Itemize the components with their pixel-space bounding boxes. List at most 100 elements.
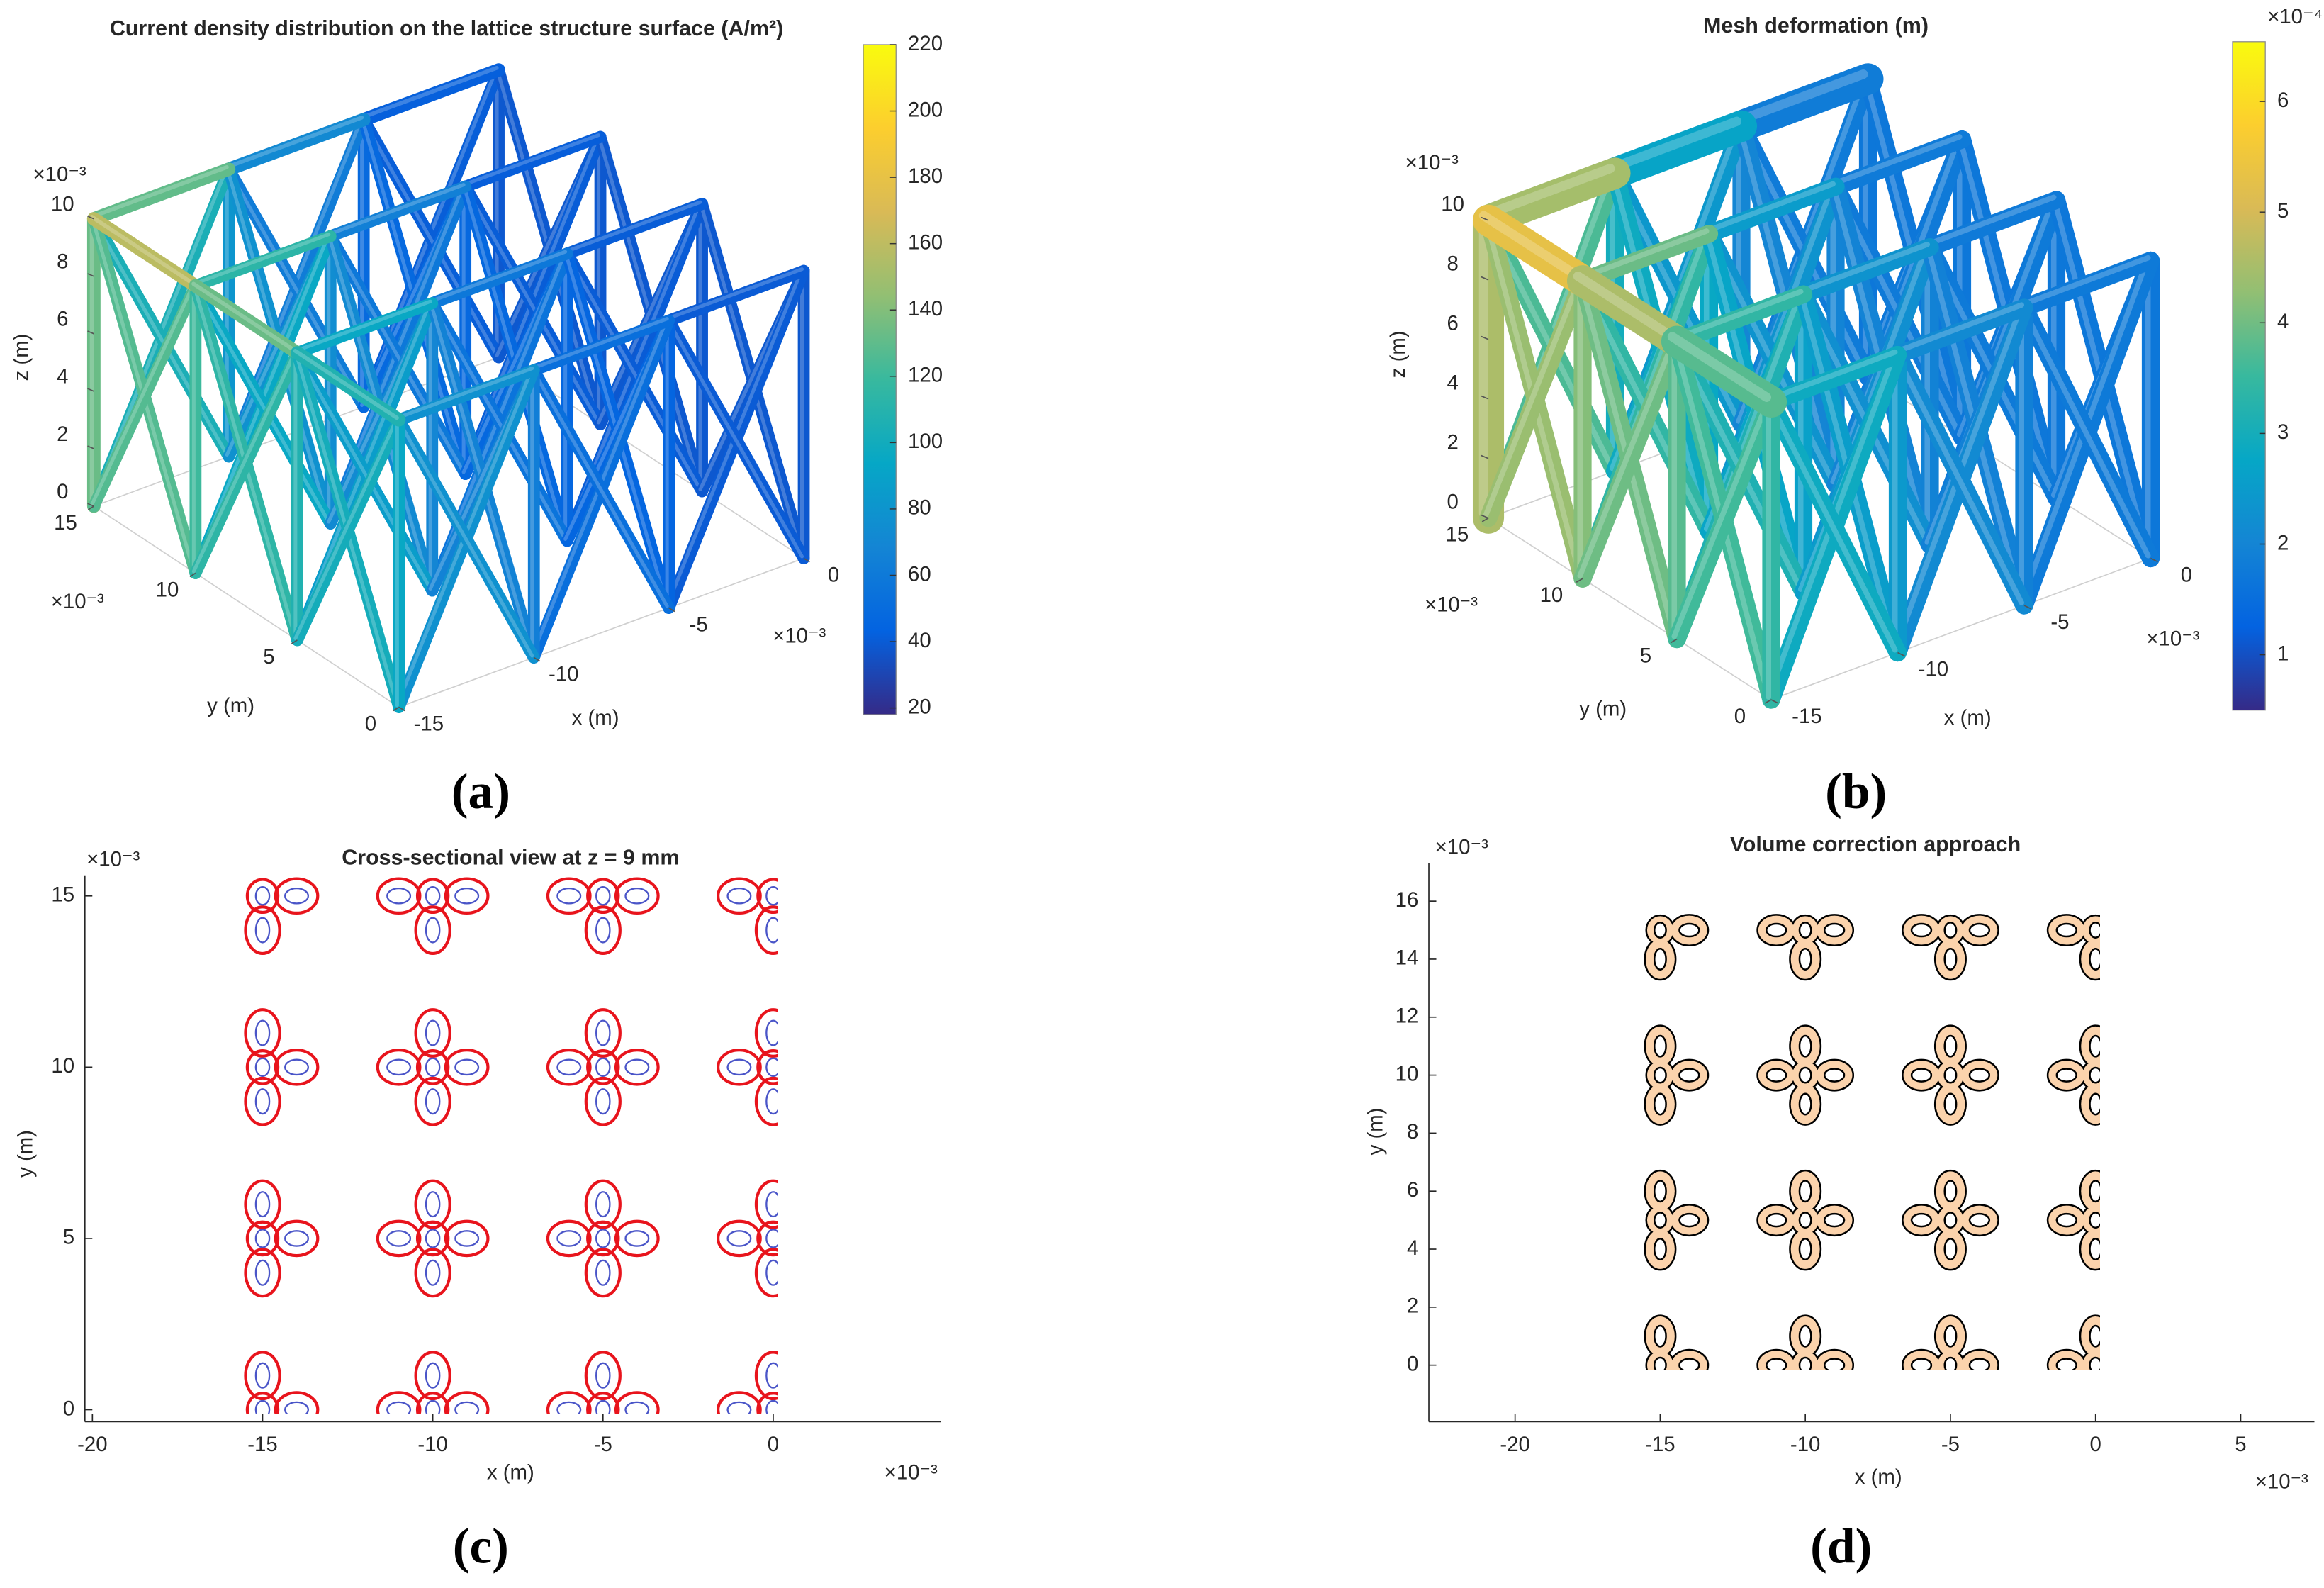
axis-exponent: ×10⁻³ <box>86 848 140 871</box>
strut <box>1479 272 1592 527</box>
strut-highlight <box>2019 302 2151 559</box>
section-outline <box>376 877 422 915</box>
strut-highlight <box>1605 116 1742 174</box>
section-outline <box>414 1008 451 1058</box>
section-outline <box>415 1220 450 1257</box>
strut <box>1566 265 1693 357</box>
colorbar-tick-label: 220 <box>908 32 943 55</box>
section-hole <box>1798 1212 1812 1229</box>
section-hole <box>2089 1034 2100 1058</box>
node-section <box>1644 1024 1710 1126</box>
tick-mark <box>1897 652 1905 657</box>
tick-mark <box>1481 276 1489 281</box>
strut <box>1573 225 1719 290</box>
section-hole <box>2089 1212 2100 1229</box>
node-section <box>1756 914 1855 981</box>
section-hole <box>1798 1092 1812 1116</box>
section-inner <box>425 1191 441 1218</box>
strut-highlight <box>327 233 466 474</box>
axis-exponent: ×10⁻³ <box>1425 593 1478 616</box>
strut-highlight <box>1892 302 2024 355</box>
tick-mark <box>1481 454 1489 459</box>
axis-line <box>1770 557 2151 700</box>
section-inner <box>765 886 778 906</box>
tick-label: -10 <box>1919 657 1948 681</box>
tick-mark <box>1764 699 1772 704</box>
y-tick-label: 5 <box>63 1226 74 1249</box>
colorbar-tick-label: 100 <box>908 430 943 453</box>
section-hole <box>1910 922 1933 938</box>
section-outline <box>754 1076 778 1126</box>
section-outline <box>245 878 280 915</box>
strut-highlight <box>89 215 196 286</box>
axis-label: x (m) <box>487 1461 534 1484</box>
section-inner <box>595 1088 611 1115</box>
strut-highlight <box>293 349 432 591</box>
tick-label: 15 <box>1446 523 1469 547</box>
tick-label: -15 <box>1792 705 1821 728</box>
tick-label: 6 <box>1447 312 1458 335</box>
strut <box>1668 285 1813 351</box>
tick-mark <box>1481 395 1489 400</box>
node-section <box>717 1008 778 1126</box>
section-hole <box>1943 1212 1958 1229</box>
section-inner <box>425 1088 441 1115</box>
tick-label: -15 <box>414 712 444 735</box>
section-inner <box>425 917 441 944</box>
strut-highlight <box>1577 336 1678 579</box>
section-outline <box>546 1391 592 1414</box>
strut <box>324 180 472 242</box>
panel-label: (a) <box>451 764 510 820</box>
strut-highlight <box>327 183 466 237</box>
axis-label: y (m) <box>207 694 254 717</box>
strut <box>1794 237 1939 303</box>
section-outline <box>376 1219 422 1258</box>
section-inner <box>284 1230 310 1247</box>
strut-highlight <box>1703 181 1836 234</box>
node-section <box>546 877 660 956</box>
x-tick-label: 0 <box>768 1433 779 1456</box>
section-inner <box>386 1230 412 1247</box>
axis-label: y (m) <box>1579 697 1627 720</box>
section-outline <box>274 1219 320 1258</box>
section-outline <box>244 1076 281 1126</box>
tick-label: 0 <box>828 563 839 586</box>
strut <box>189 279 304 360</box>
strut <box>1700 177 1845 243</box>
strut <box>222 113 371 177</box>
strut-highlight <box>563 250 702 491</box>
chart-title: Cross-sectional view at z = 9 mm <box>342 846 679 870</box>
section-hole <box>2055 1358 2077 1370</box>
tick-label: 2 <box>57 423 68 446</box>
section-hole <box>1968 1358 1991 1370</box>
section-outline <box>444 877 490 915</box>
axis-label: y (m) <box>1364 1108 1387 1156</box>
strut <box>86 212 203 293</box>
section-outline <box>245 1392 280 1414</box>
section-hole <box>1943 947 1958 971</box>
section-hole <box>1943 1034 1958 1058</box>
y-tick-label: 0 <box>63 1397 74 1420</box>
y-tick-label: 12 <box>1396 1005 1419 1028</box>
tick-mark <box>87 273 94 277</box>
section-outline <box>754 1248 778 1298</box>
colorbar <box>863 44 897 715</box>
section-outline <box>584 1076 622 1126</box>
section-inner <box>556 1230 582 1247</box>
strut-highlight <box>359 66 499 120</box>
section-inner <box>425 1259 441 1286</box>
section-inner <box>765 1088 778 1115</box>
axis-label: y (m) <box>14 1130 38 1178</box>
section-inner <box>726 1230 752 1247</box>
section-outline <box>376 1391 422 1414</box>
section-inner <box>595 917 611 944</box>
section-outline <box>586 1049 620 1085</box>
strut <box>561 198 708 260</box>
section-hole <box>2055 1212 2077 1228</box>
strut-highlight <box>1892 349 2024 605</box>
section-inner <box>765 1229 778 1248</box>
section-inner <box>386 1058 412 1076</box>
colorbar-tick-label: 20 <box>908 695 931 718</box>
section-outline <box>717 1391 762 1414</box>
